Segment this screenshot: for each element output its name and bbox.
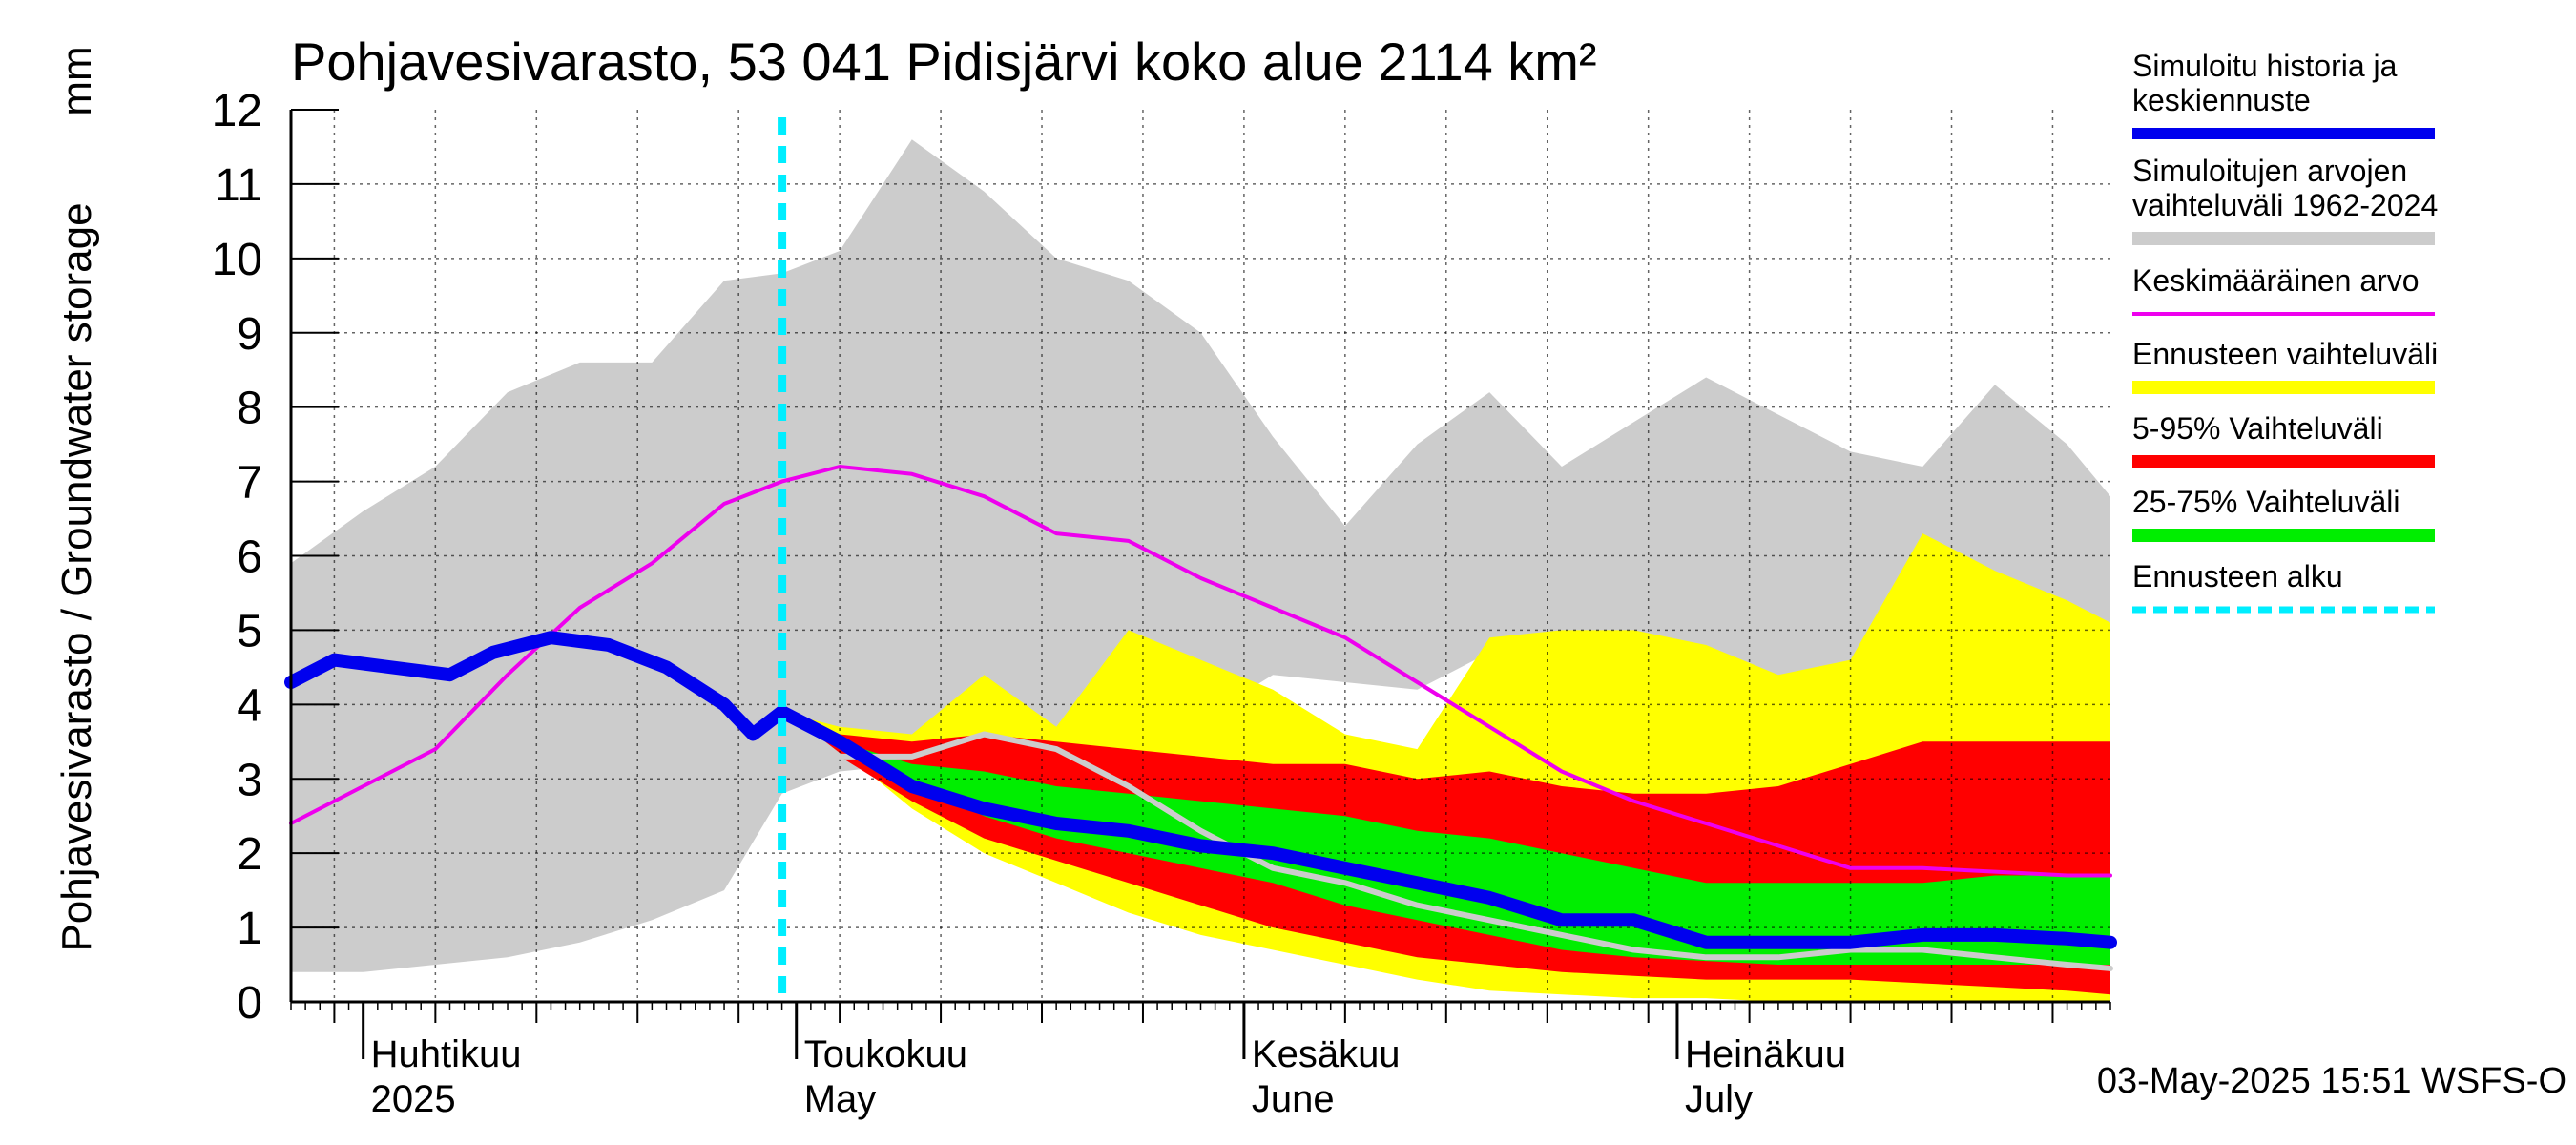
y-tick-label: 10 [212,235,262,285]
x-month-label: Huhtikuu [371,1033,522,1075]
legend-label: 5-95% Vaihteluväli [2132,411,2383,446]
y-axis-unit: mm [53,46,100,115]
chart-title: Pohjavesivarasto, 53 041 Pidisjärvi koko… [291,31,1597,92]
x-month-label: Kesäkuu [1252,1033,1401,1075]
y-tick-label: 12 [212,86,262,136]
series-line-keskiennuste-harmaa [779,709,2113,971]
y-tick-label: 5 [237,606,262,656]
band-25-75-vaihteluvali [781,712,2110,965]
y-tick-label: 3 [237,755,262,805]
x-month-sublabel: 2025 [371,1078,456,1120]
grid-layer [291,110,2110,1002]
legend-label: Ennusteen alku [2132,559,2343,593]
axes-layer: 0123456789101112Huhtikuu2025ToukokuuMayK… [212,86,2111,1120]
series-line-simuloitu-historia-ja-keskiennuste [284,631,2117,949]
line-layer [284,117,2117,1002]
x-month-label: Heinäkuu [1685,1033,1846,1075]
legend-label: keskiennuste [2132,83,2311,117]
legend-label: vaihteluväli 1962-2024 [2132,188,2438,222]
legend-label: Keskimääräinen arvo [2132,263,2420,298]
y-tick-label: 11 [215,160,262,211]
y-tick-label: 7 [237,458,262,509]
series-line-keskimaarainen-arvo [289,465,2112,878]
y-tick-label: 9 [237,309,262,360]
legend-label: Simuloitu historia ja [2132,49,2398,83]
y-tick-label: 6 [237,532,262,583]
y-tick-label: 2 [237,829,262,880]
x-month-label: Toukokuu [804,1033,967,1075]
y-tick-label: 1 [237,904,262,954]
legend-label: 25-75% Vaihteluväli [2132,485,2399,519]
y-tick-label: 8 [237,384,262,434]
y-tick-label: 0 [237,978,262,1029]
x-month-sublabel: July [1685,1078,1753,1120]
timestamp-footer: 03-May-2025 15:51 WSFS-O [2097,1061,2566,1101]
legend-label: Ennusteen vaihteluväli [2132,337,2438,371]
y-tick-label: 4 [237,680,262,731]
x-month-sublabel: May [804,1078,877,1120]
legend-label: Simuloitujen arvojen [2132,154,2407,188]
y-axis-label: Pohjavesivarasto / Groundwater storage [53,202,100,951]
x-month-sublabel: June [1252,1078,1335,1120]
